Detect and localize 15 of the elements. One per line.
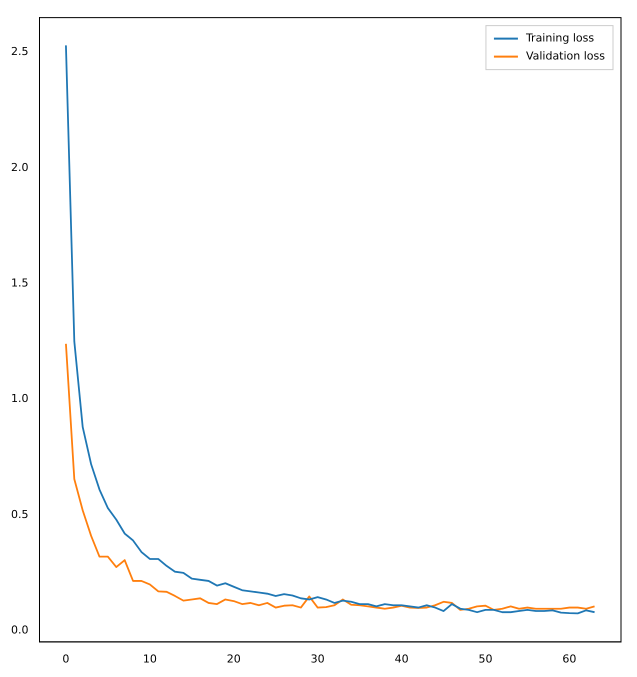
x-tick-label: 50 [478,652,492,666]
x-tick-label: 20 [226,652,241,666]
y-tick-label: 2.5 [10,45,28,58]
y-tick-label: 1.5 [10,276,28,290]
x-tick-label: 0 [62,652,70,666]
y-tick-label: 1.0 [10,392,28,406]
y-tick-label: 2.0 [10,160,28,174]
x-tick-label: 30 [310,652,325,666]
x-tick-label: 10 [142,652,157,666]
legend-label: Training loss [524,31,594,44]
x-tick-label: 40 [394,652,409,666]
legend-label: Validation loss [526,49,606,62]
x-tick-label: 60 [562,652,576,666]
y-tick-label: 0.5 [10,508,28,521]
y-tick-label: 0.0 [10,624,28,637]
